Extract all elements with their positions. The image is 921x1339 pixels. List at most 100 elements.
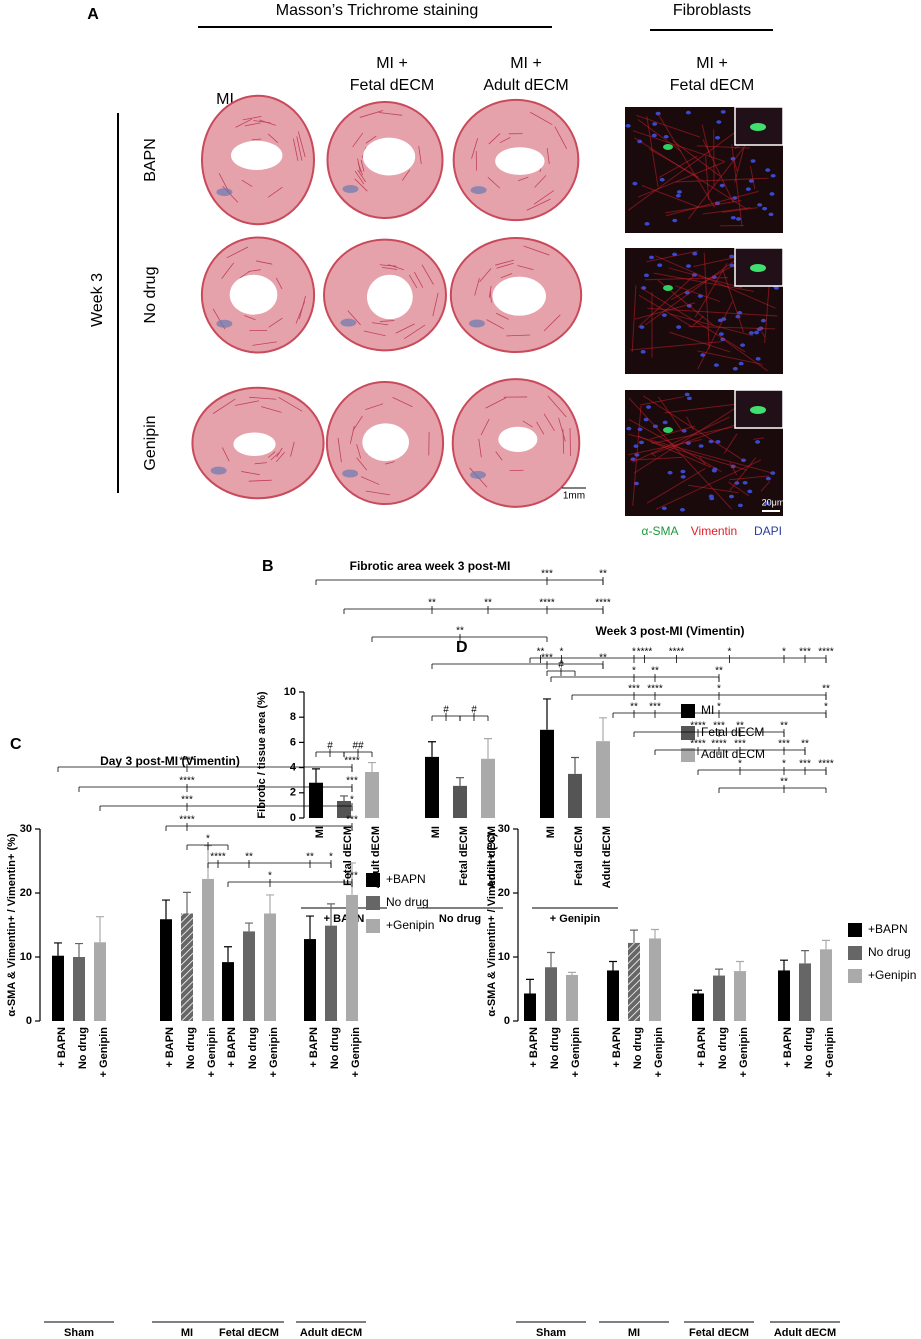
- significance-label: **: [780, 721, 788, 732]
- fiber: [292, 138, 299, 161]
- nucleus: [661, 506, 667, 511]
- fiber: [495, 259, 515, 266]
- lumen: [229, 274, 278, 315]
- fiber: [241, 179, 253, 187]
- fiber: [365, 135, 377, 144]
- error-bar: [162, 899, 170, 920]
- significance-label: ****: [818, 759, 834, 770]
- nucleus: [773, 286, 779, 290]
- vimentin: [630, 341, 722, 351]
- y-axis-label: α-SMA & Vimentin+ / Vimentin+ (%): [486, 833, 498, 1017]
- significance-label: **: [428, 598, 436, 609]
- y-tick-label: 30: [498, 823, 510, 835]
- vimentin: [760, 481, 771, 492]
- vimentin: [723, 433, 738, 454]
- nucleus: [765, 168, 771, 172]
- bar: [568, 773, 582, 818]
- nucleus: [652, 122, 658, 126]
- x-tick-label: MI: [545, 826, 557, 838]
- error-bar: [736, 960, 744, 972]
- fiber: [533, 190, 555, 205]
- significance-label: ****: [690, 739, 706, 750]
- fiber: [408, 274, 418, 289]
- column-header: Fetal dECM: [670, 77, 754, 94]
- vimentin: [649, 425, 696, 440]
- error-bar: [694, 989, 702, 994]
- significance-label: ***: [346, 815, 358, 826]
- lumen: [362, 137, 416, 176]
- vimentin: [729, 475, 769, 481]
- group-label: Adult dECM: [300, 1327, 362, 1339]
- nucleus: [680, 469, 686, 474]
- y-tick-label: 0: [504, 1015, 510, 1027]
- y-tick-label: 0: [26, 1015, 32, 1027]
- bar: [540, 729, 554, 818]
- vimentin: [697, 350, 763, 365]
- bar: [596, 741, 610, 818]
- vimentin: [749, 165, 756, 190]
- significance-label: *: [728, 647, 732, 658]
- nucleus: [765, 476, 771, 481]
- significance-label: ****: [669, 647, 685, 658]
- nucleus: [745, 187, 751, 191]
- fiber: [276, 447, 283, 458]
- significance-label: ***: [541, 569, 553, 580]
- significance-label: ##: [352, 741, 364, 752]
- bar: [202, 878, 214, 1021]
- fiber: [517, 265, 534, 271]
- nucleus: [760, 318, 766, 323]
- row-label: Genipin: [142, 415, 159, 470]
- fiber: [496, 262, 514, 269]
- x-tick-label: + BAPN: [56, 1027, 68, 1068]
- significance-label: ****: [179, 756, 195, 767]
- nucleus: [719, 183, 725, 188]
- error-bar: [96, 916, 104, 943]
- fiber: [248, 479, 272, 482]
- significance-label: #: [558, 660, 564, 671]
- fiber: [395, 323, 415, 334]
- fiber: [382, 267, 398, 270]
- group-label: No drug: [439, 913, 481, 925]
- fiber: [352, 132, 364, 148]
- y-tick-label: 8: [290, 711, 296, 723]
- y-tick-label: 2: [290, 787, 296, 799]
- vimentin: [722, 269, 744, 333]
- fiber: [248, 269, 261, 272]
- bar: [325, 925, 337, 1021]
- nucleus: [748, 331, 754, 335]
- error-bar: [266, 894, 274, 914]
- nucleus: [769, 192, 775, 196]
- fiber: [403, 324, 426, 340]
- fiber: [489, 291, 492, 303]
- group-label: Sham: [64, 1327, 94, 1339]
- x-tick-label: No drug: [247, 1027, 259, 1069]
- nucleus: [679, 507, 685, 512]
- fiber: [378, 112, 403, 116]
- error-bar: [183, 891, 191, 914]
- y-tick-label: 20: [498, 887, 510, 899]
- column-header: MI +: [510, 55, 542, 72]
- group-label: Sham: [536, 1327, 566, 1339]
- x-tick-label: No drug: [329, 1027, 341, 1069]
- bar: [181, 913, 193, 1021]
- stain-label: α-SMA: [642, 524, 679, 538]
- error-bar: [54, 942, 62, 956]
- nucleus: [755, 440, 761, 444]
- bar: [425, 756, 439, 818]
- fiber: [347, 310, 361, 326]
- fiber: [558, 417, 566, 442]
- x-tick-label: Adult dECM: [370, 826, 382, 888]
- fiber: [518, 176, 529, 182]
- fiber: [357, 169, 367, 183]
- row-label: No drug: [142, 267, 159, 324]
- y-tick-label: 6: [290, 736, 296, 748]
- bar: [222, 962, 234, 1021]
- fiber: [290, 441, 295, 457]
- fiber: [471, 138, 479, 159]
- bar: [566, 974, 578, 1021]
- nucleus: [657, 263, 663, 267]
- fiber: [421, 264, 434, 285]
- fiber: [543, 314, 561, 332]
- significance-label: **: [306, 852, 314, 863]
- fiber: [363, 330, 386, 337]
